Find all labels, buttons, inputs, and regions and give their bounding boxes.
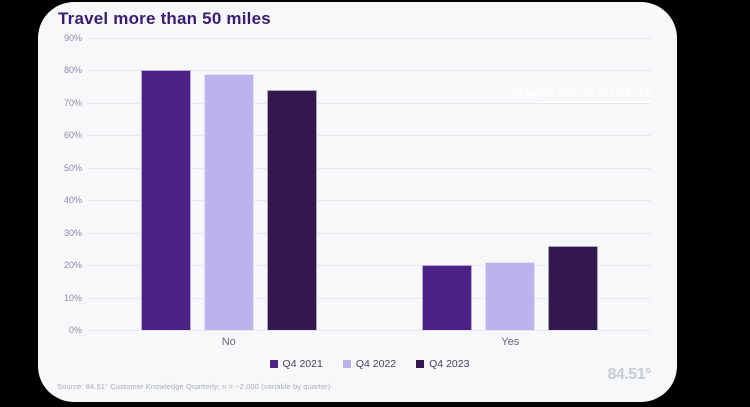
y-tick-label: 50% [63,162,82,173]
bar-q4-2022-yes [485,261,536,330]
plot-area [88,38,651,331]
watermark-label: DESIRED DESIGN ATTRIBUTE [511,88,651,98]
y-tick-label: 70% [63,97,82,108]
y-axis: 0% 10% 20% 30% 40% 50% 60% 70% 80% 90% [38,33,82,335]
gridline [88,200,651,202]
y-tick-label: 0% [68,325,82,335]
gridline [88,265,651,267]
x-axis-labels: No Yes [88,336,651,352]
gridline [88,297,651,299]
gridline [88,70,651,72]
gridline [88,102,651,104]
x-category-label: Yes [501,336,520,348]
legend-item: Q4 2023 [416,358,469,370]
legend-label: Q4 2021 [282,358,323,370]
y-tick-label: 10% [63,292,82,303]
brand-logo: 84.51° [607,366,652,383]
bar-q4-2022-no [203,73,254,330]
y-tick-label: 60% [63,130,82,141]
legend-item: Q4 2021 [269,358,323,370]
legend-swatch-icon [269,360,278,368]
bar-q4-2023-yes [548,245,599,330]
legend-swatch-icon [416,360,425,368]
y-tick-label: 30% [63,227,82,238]
y-tick-label: 40% [63,195,82,206]
source-note: Source: 84.51° Customer Knowledge Quarte… [57,382,331,391]
gridline [88,330,651,331]
legend-label: Q4 2022 [355,358,397,370]
y-tick-label: 80% [63,65,82,76]
legend-swatch-icon [342,360,351,368]
legend: Q4 2021 Q4 2022 Q4 2023 [88,358,651,370]
x-category-label: No [221,336,236,348]
watermark: DESIRED DESIGN ATTRIBUTE [512,88,651,103]
chart-card: Travel more than 50 miles DESIRED DESIGN… [38,2,677,402]
legend-label: Q4 2023 [429,358,470,370]
legend-item: Q4 2022 [342,358,397,370]
y-tick-label: 20% [63,260,82,271]
gridline [88,167,651,169]
gridline [88,38,651,39]
bar-q4-2021-no [140,70,191,330]
watermark-underline [539,101,651,103]
chart-title: Travel more than 50 miles [58,9,271,28]
gridline [88,135,651,137]
bar-q4-2023-no [266,89,317,330]
gridline [88,232,651,234]
y-tick-label: 90% [63,33,82,43]
bar-q4-2021-yes [422,265,473,330]
